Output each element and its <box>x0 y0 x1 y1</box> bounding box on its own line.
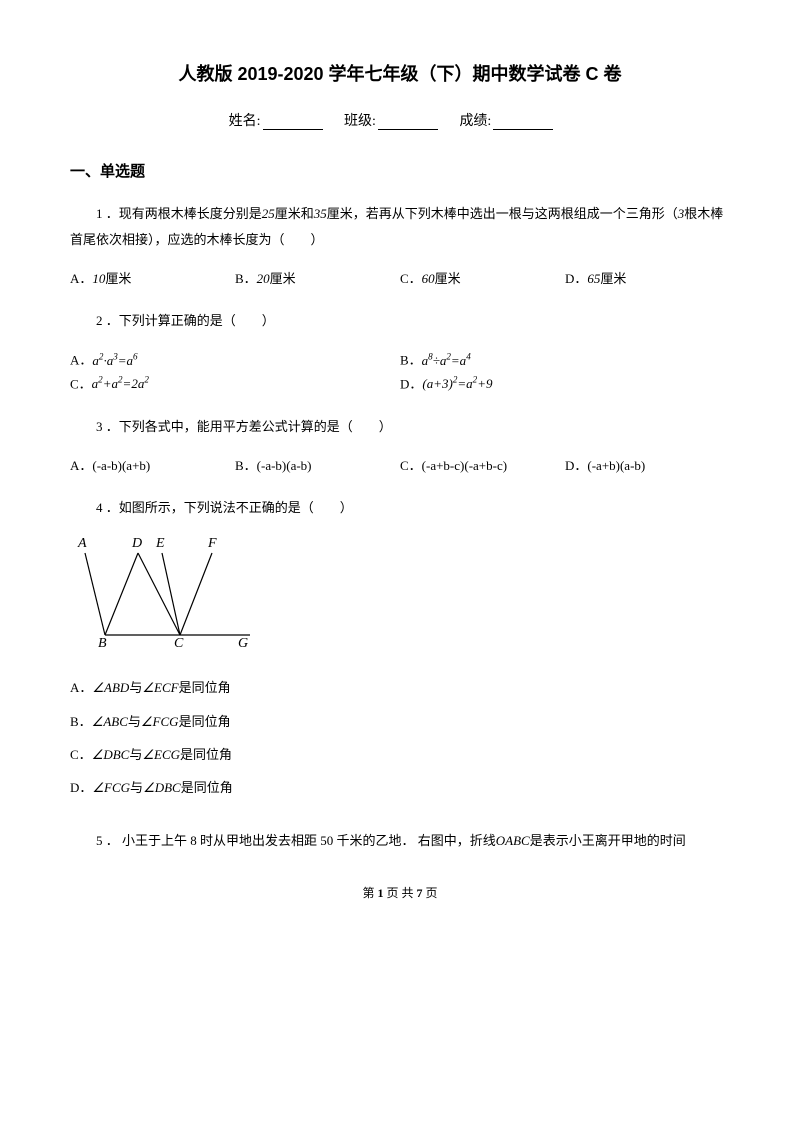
q4-opt-c[interactable]: C．∠DBC与∠ECG是同位角 <box>70 743 730 766</box>
score-blank[interactable] <box>493 115 553 130</box>
q1-opt-c[interactable]: C．60厘米 <box>400 267 565 290</box>
q4-options: A．∠ABD与∠ECF是同位角 B．∠ABC与∠FCG是同位角 C．∠DBC与∠… <box>70 676 730 810</box>
q2-opt-d[interactable]: D．(a+3)2=a2+9 <box>400 372 730 396</box>
question-5: 5 ． 小王于上午 8 时从甲地出发去相距 50 千米的乙地． 右图中，折线OA… <box>70 828 730 854</box>
q3-opt-c[interactable]: C．(-a+b-c)(-a+b-c) <box>400 454 565 477</box>
page-title: 人教版 2019-2020 学年七年级（下）期中数学试卷 C 卷 <box>70 60 730 86</box>
student-info-line: 姓名: 班级: 成绩: <box>70 110 730 130</box>
q1-text-b: 厘米和 <box>275 206 314 221</box>
q1-text-a: 1 ．现有两根木棒长度分别是 <box>96 206 262 221</box>
q4-opt-a[interactable]: A．∠ABD与∠ECF是同位角 <box>70 676 730 699</box>
q5-formula: OABC <box>496 833 530 848</box>
name-label: 姓名: <box>229 114 261 129</box>
section-title: 一、单选题 <box>70 160 730 181</box>
q5-text-a: 5 ． 小王于上午 8 时从甲地出发去相距 50 千米的乙地． 右图中，折线 <box>96 833 496 848</box>
q1-opt-b[interactable]: B．20厘米 <box>235 267 400 290</box>
q3-opt-a[interactable]: A．(-a-b)(a+b) <box>70 454 235 477</box>
question-2: 2 ．下列计算正确的是（ ） <box>70 308 730 334</box>
q3-opt-d[interactable]: D．(-a+b)(a-b) <box>565 454 730 477</box>
q1-options: A．10厘米 B．20厘米 C．60厘米 D．65厘米 <box>70 267 730 290</box>
page-footer: 第 1 页 共 7 页 <box>70 884 730 901</box>
q2-opt-c[interactable]: C．a2+a2=2a2 <box>70 372 400 396</box>
name-blank[interactable] <box>263 115 323 130</box>
class-label: 班级: <box>344 114 376 129</box>
q1-opt-d[interactable]: D．65厘米 <box>565 267 730 290</box>
question-4: 4 ．如图所示，下列说法不正确的是（ ） <box>70 495 730 521</box>
svg-text:B: B <box>98 636 107 651</box>
q2-options: A．a2·a3=a6 B．a8÷a2=a4 C．a2+a2=2a2 D．(a+3… <box>70 348 730 395</box>
q2-formula-d: (a+3)2=a2+9 <box>422 376 492 391</box>
q5-text-b: 是表示小王离开甲地的时间 <box>530 833 686 848</box>
q4-opt-b[interactable]: B．∠ABC与∠FCG是同位角 <box>70 710 730 733</box>
q3-options: A．(-a-b)(a+b) B．(-a-b)(a-b) C．(-a+b-c)(-… <box>70 454 730 477</box>
question-1: 1 ．现有两根木棒长度分别是25厘米和35厘米，若再从下列木棒中选出一根与这两根… <box>70 201 730 253</box>
q2-formula-a: a2·a3=a6 <box>92 353 137 368</box>
question-3: 3 ．下列各式中，能用平方差公式计算的是（ ） <box>70 414 730 440</box>
q4-opt-d[interactable]: D．∠FCG与∠DBC是同位角 <box>70 776 730 799</box>
score-label: 成绩: <box>459 114 491 129</box>
svg-text:G: G <box>238 636 248 651</box>
q1-opt-a[interactable]: A．10厘米 <box>70 267 235 290</box>
q1-val1: 25 <box>262 206 275 221</box>
q2-formula-c: a2+a2=2a2 <box>92 376 149 391</box>
q2-opt-a[interactable]: A．a2·a3=a6 <box>70 348 400 372</box>
geometry-diagram: A DE F B C G <box>70 535 260 655</box>
svg-text:A: A <box>77 536 87 551</box>
q3-opt-b[interactable]: B．(-a-b)(a-b) <box>235 454 400 477</box>
q2-formula-b: a8÷a2=a4 <box>422 353 471 368</box>
q1-val2: 35 <box>314 206 327 221</box>
class-blank[interactable] <box>378 115 438 130</box>
q1-text-c: 厘米，若再从下列木棒中选出一根与这两根组成一个三角形（ <box>327 206 678 221</box>
svg-text:C: C <box>174 636 184 651</box>
q4-diagram: A DE F B C G <box>70 535 730 660</box>
q2-opt-b[interactable]: B．a8÷a2=a4 <box>400 348 730 372</box>
svg-text:E: E <box>155 536 165 551</box>
svg-text:D: D <box>131 536 142 551</box>
svg-text:F: F <box>207 536 217 551</box>
